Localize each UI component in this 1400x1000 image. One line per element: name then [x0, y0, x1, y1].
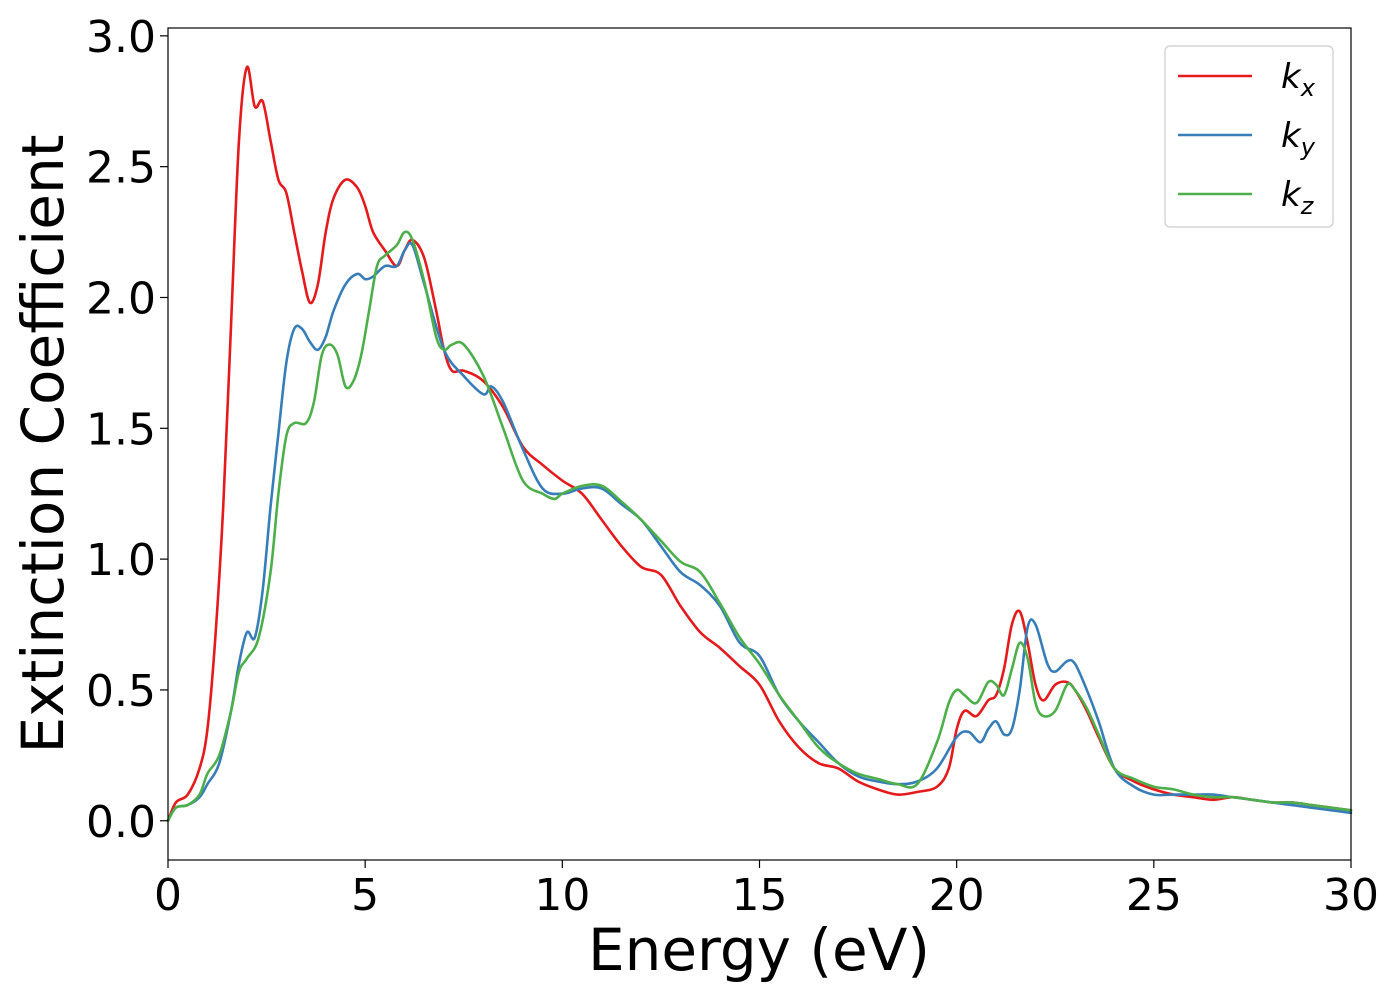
legend-label-z: kz — [1281, 175, 1315, 220]
x-tick-label: 0 — [154, 870, 182, 921]
y-tick-label: 3.0 — [86, 12, 156, 63]
x-tick-label: 15 — [732, 870, 788, 921]
y-tick-label: 0.0 — [86, 797, 156, 848]
x-tick-label: 10 — [534, 870, 590, 921]
x-tick-label: 20 — [929, 870, 985, 921]
legend-label-y: ky — [1281, 116, 1316, 161]
legend-box — [1164, 45, 1334, 228]
series-layer — [166, 65, 1353, 823]
y-tick-label: 1.0 — [86, 535, 156, 586]
y-tick-label: 2.0 — [86, 273, 156, 324]
y-axis: 0.0 0.5 1.0 1.5 2.0 2.5 3.0 — [86, 12, 168, 848]
series-line-y — [166, 241, 1353, 823]
y-tick-label: 0.5 — [86, 666, 156, 717]
y-tick-label: 1.5 — [86, 404, 156, 455]
x-axis-title: Energy (eV) — [588, 916, 930, 984]
y-axis-title: Extinction Coefficient — [9, 135, 77, 754]
x-axis: 0 5 10 15 20 25 30 — [154, 860, 1379, 921]
legend: kx ky kz — [1164, 45, 1334, 228]
series-line-z — [166, 230, 1353, 823]
x-tick-label: 30 — [1323, 870, 1379, 921]
x-tick-label: 5 — [351, 870, 379, 921]
x-tick-label: 25 — [1126, 870, 1182, 921]
y-tick-label: 2.5 — [86, 143, 156, 194]
legend-label-x: kx — [1281, 57, 1316, 102]
